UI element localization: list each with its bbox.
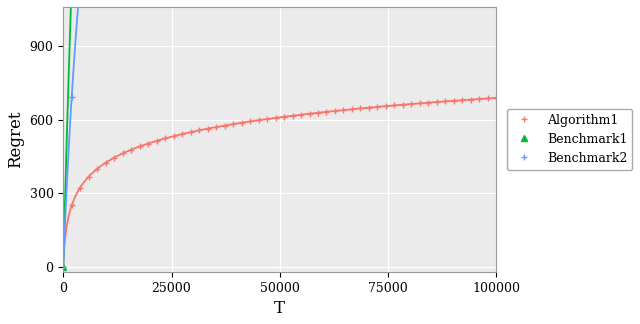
Algorithm1 [93,167,101,171]
Algorithm1 [458,98,466,102]
Y-axis label: Regret: Regret [7,110,24,168]
Benchmark1 [60,265,67,269]
X-axis label: T: T [275,300,285,317]
Algorithm1 [263,117,271,121]
Algorithm1 [60,265,67,269]
Legend: Algorithm1, Benchmark1, Benchmark2: Algorithm1, Benchmark1, Benchmark2 [507,109,632,170]
Algorithm1 [323,110,330,114]
Line: Benchmark2: Benchmark2 [60,0,499,270]
Algorithm1 [340,108,348,112]
Algorithm1 [212,125,220,129]
Line: Algorithm1: Algorithm1 [60,95,499,270]
Algorithm1 [493,96,500,100]
Benchmark2 [60,265,67,269]
Line: Benchmark1: Benchmark1 [60,0,500,270]
